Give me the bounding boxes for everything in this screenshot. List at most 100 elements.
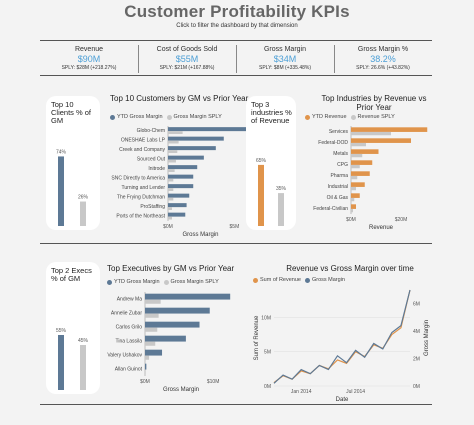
sply-bar: [145, 313, 159, 318]
clients-pct-chart: 74% 26%: [56, 149, 89, 226]
ytd-bar: [351, 149, 379, 154]
ytd-bar: [168, 174, 194, 179]
category-label: Turning and Lender: [122, 185, 166, 191]
kpi-label: Revenue: [74, 46, 104, 53]
category-label: Globo-Chem: [137, 128, 165, 134]
legend-dot: [253, 277, 258, 283]
page-subtitle: Click to filter the dashboard by that di…: [176, 23, 298, 29]
ytd-bar: [145, 349, 163, 356]
sply-bar: [351, 164, 360, 169]
sply-bar: [168, 188, 174, 191]
legend-customers: YTD Gross Margin Gross Margin SPLY: [110, 114, 222, 120]
kpi-label: Cost of Goods Sold: [156, 46, 218, 53]
sply-bar: [145, 299, 161, 304]
gross-margin-line: [273, 289, 411, 384]
page-title: Customer Profitability KPIs: [124, 2, 350, 21]
sply-pct-label: 26%: [78, 195, 89, 201]
kpi-cogs[interactable]: Cost of Goods Sold $55M SPLY: $21M (+167…: [138, 46, 236, 71]
category-label: Allan Guinot: [115, 367, 143, 373]
sply-bar: [351, 142, 366, 147]
chart-title-executives: Top Executives by GM vs Prior Year: [107, 264, 235, 273]
kpi-divider: [236, 45, 237, 73]
legend-label: Gross Margin: [311, 277, 345, 283]
sply-bar: [168, 131, 183, 134]
x-axis-title: Gross Margin: [182, 232, 218, 238]
industries-bar-chart[interactable]: Services Federal-DOD Metals CPG Pharma Indust…: [305, 124, 435, 240]
sply-bar: [168, 178, 174, 182]
legend-label: Gross Margin SPLY: [173, 114, 222, 120]
ytd-bar: [351, 182, 365, 187]
legend-dot: [350, 114, 356, 120]
kpi-divider: [138, 45, 139, 73]
kpi-value: $55M: [175, 54, 199, 64]
category-label: Ports of the Northeast: [116, 213, 165, 219]
category-label: ONESHAE Labs LP: [121, 137, 166, 143]
sply-pct-bar: [80, 201, 86, 226]
category-label: Services: [329, 129, 349, 135]
kpi-value: 38.2%: [370, 54, 396, 64]
executives-bar-chart[interactable]: Andrew Ma Annelie Zubar Carlos Grilo Tina L…: [107, 290, 247, 404]
ytd-bar: [168, 127, 253, 132]
kpi-gross-margin[interactable]: Gross Margin $34M SPLY: $8M (+335.48%): [236, 46, 334, 71]
customers-bar-chart[interactable]: Globo-Chem ONESHAE Labs LP Creek and Compa…: [108, 124, 258, 240]
ytd-bar: [145, 335, 186, 342]
category-label: Federal-DOD: [318, 140, 348, 146]
chart-title-customers: Top 10 Customers by GM vs Prior Year: [110, 94, 249, 103]
y2-axis-title: Gross Margin: [424, 320, 430, 356]
x-tick-label: $0M: [140, 379, 150, 385]
execs-pct-card[interactable]: Top 2 Execs % of GM 55% 45%: [46, 262, 100, 394]
y2-tick-label: 2M: [413, 357, 420, 363]
card-title: Top 2 Execs % of GM: [51, 266, 92, 283]
ytd-bar: [168, 193, 190, 198]
sply-bar: [168, 169, 175, 172]
industries-pct-card[interactable]: Top 3 industries % of Revenue 65% 35%: [246, 96, 296, 230]
sply-bar: [145, 369, 146, 374]
sply-bar: [351, 175, 358, 180]
ytd-bar: [351, 138, 411, 143]
legend-label: YTD Gross Margin: [114, 279, 160, 285]
ytd-bar: [145, 293, 231, 300]
sply-bar: [168, 140, 179, 144]
legend-dot: [110, 114, 115, 120]
legend-label: YTD Gross Margin: [117, 114, 163, 120]
category-label: SNC Directly to America: [111, 175, 165, 181]
ytd-pct-bar: [258, 164, 264, 226]
kpi-gross-margin-pct[interactable]: Gross Margin % 38.2% SPLY: 26.6% (+43.82…: [334, 46, 432, 71]
kpi-sply: SPLY: $28M (+218.27%): [61, 65, 117, 71]
ytd-bar: [145, 363, 147, 370]
kpi-sply: SPLY: $21M (+167.88%): [159, 65, 215, 71]
kpi-value: $90M: [77, 54, 101, 64]
ytd-bar: [351, 204, 356, 209]
legend-label: Gross Margin SPLY: [170, 279, 219, 285]
category-label: Valery Ushakov: [107, 353, 142, 359]
revenue-gm-line-chart[interactable]: 0M 5M 10M 0M 2M 4M 6M Jan 2014 Jul 2014 Date Sum o…: [250, 286, 434, 404]
sply-bar: [168, 197, 174, 201]
kpi-label: Gross Margin: [263, 46, 306, 53]
legend-dot: [107, 279, 112, 285]
x-axis-title: Date: [336, 397, 349, 403]
legend-label: Revenue SPLY: [357, 114, 395, 120]
sply-pct-label: 35%: [276, 186, 287, 192]
sply-bar: [145, 327, 158, 332]
category-label: Initrode: [148, 166, 165, 172]
category-label: Metals: [333, 151, 348, 157]
ytd-pct-label: 65%: [256, 158, 267, 164]
x-axis-title: Revenue: [369, 225, 394, 231]
x-tick-label: $10M: [207, 379, 220, 385]
category-label: Tina Lassila: [116, 339, 143, 345]
kpi-revenue[interactable]: Revenue $90M SPLY: $28M (+218.27%): [40, 46, 138, 71]
chart-title-trend: Revenue vs Gross Margin over time: [286, 264, 414, 273]
category-label: Andrew Ma: [117, 297, 143, 303]
clients-pct-card[interactable]: Top 10 Clients % of GM 74% 26%: [46, 96, 100, 230]
y2-tick-label: 4M: [413, 329, 420, 335]
sply-bar: [351, 186, 356, 191]
legend-dot: [305, 114, 310, 120]
kpi-divider: [334, 45, 335, 73]
y-axis-title: Sum of Revenue: [254, 315, 260, 360]
ytd-bar: [168, 155, 204, 160]
x-tick-label: $20M: [395, 217, 408, 223]
x-axis-title: Gross Margin: [163, 387, 199, 393]
chart-title-industries: Top Industries by Revenue vs Prior Year: [321, 94, 427, 112]
card-title: Top 3 industries % of Revenue: [251, 100, 292, 125]
ytd-bar: [351, 127, 428, 132]
